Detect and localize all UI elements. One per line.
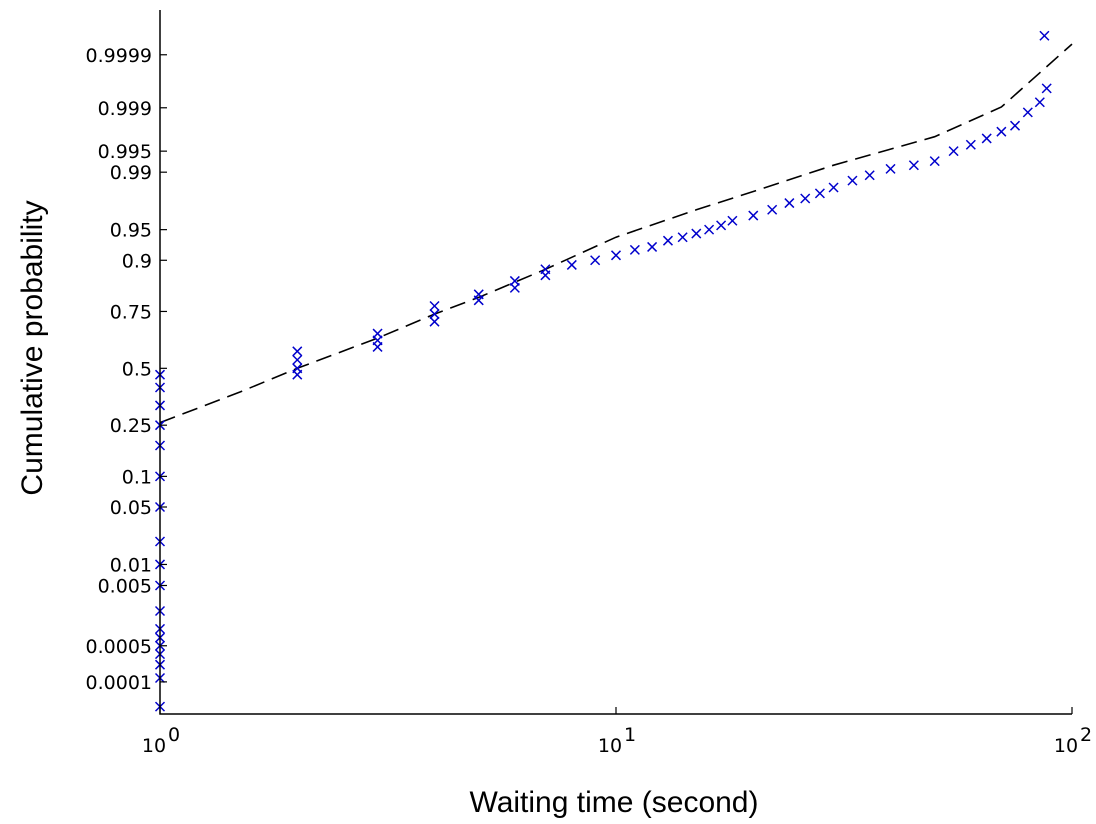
data-point	[566, 259, 577, 270]
data-point	[372, 328, 383, 339]
data-point	[814, 188, 825, 199]
data-point	[929, 156, 940, 167]
data-point	[727, 215, 738, 226]
y-tick-label: 0.5	[122, 358, 152, 380]
data-point	[677, 232, 688, 243]
x-tick-exponent: 1	[624, 724, 636, 746]
data-point	[540, 264, 551, 275]
y-tick-label: 0.9	[122, 250, 152, 272]
data-point	[1009, 120, 1021, 131]
x-axis-title: Waiting time (second)	[470, 786, 759, 819]
y-tick-label: 0.1	[122, 466, 152, 488]
y-tick-label: 0.01	[110, 554, 152, 576]
data-point	[996, 126, 1007, 137]
fit-line-layer	[159, 43, 1073, 424]
data-point	[473, 289, 484, 300]
y-tick-label: 0.005	[98, 575, 152, 597]
y-axis-title: Cumulative probability	[16, 200, 49, 495]
x-axis-ticks: 10 0 10 1 10 2	[142, 707, 1092, 757]
y-tick-label: 0.25	[110, 415, 152, 437]
data-point	[828, 182, 839, 193]
data-point	[885, 163, 896, 174]
data-point	[1034, 97, 1045, 108]
x-tick-exponent: 2	[1080, 724, 1092, 746]
data-point	[429, 300, 440, 312]
data-point	[429, 316, 440, 327]
data-point	[509, 275, 520, 286]
data-point	[691, 228, 702, 239]
data-point	[1041, 83, 1052, 94]
data-point	[908, 160, 919, 171]
x-tick-label: 10	[598, 735, 622, 757]
y-tick-label: 0.95	[110, 220, 152, 242]
data-point	[647, 241, 658, 252]
y-tick-label: 0.9999	[86, 45, 152, 67]
data-point	[748, 210, 759, 221]
data-markers-layer	[154, 30, 1052, 712]
data-point	[716, 220, 727, 231]
x-tick-exponent: 0	[168, 724, 180, 746]
data-point	[1022, 107, 1033, 118]
data-point	[948, 146, 959, 157]
data-point	[864, 170, 875, 181]
data-point	[965, 139, 976, 150]
fit-line	[159, 43, 1073, 424]
data-point	[590, 255, 601, 266]
data-point	[767, 204, 778, 215]
y-tick-label: 0.0005	[86, 636, 152, 658]
data-point	[784, 198, 795, 209]
data-point	[292, 363, 303, 374]
data-point	[629, 244, 640, 255]
data-point	[429, 309, 440, 320]
data-point	[662, 235, 673, 246]
y-tick-label: 0.995	[98, 141, 152, 163]
data-point	[292, 346, 303, 357]
y-tick-label: 0.75	[110, 301, 152, 323]
data-point	[800, 193, 811, 204]
data-point	[981, 133, 992, 144]
y-tick-label: 0.0001	[86, 672, 152, 694]
data-point	[610, 250, 622, 261]
x-tick-label: 10	[142, 735, 166, 757]
axes-frame	[159, 10, 1072, 715]
data-point	[1039, 30, 1050, 41]
y-tick-label: 0.999	[98, 98, 152, 120]
data-point	[704, 224, 715, 235]
x-tick-label: 10	[1054, 735, 1078, 757]
data-point	[847, 175, 858, 186]
data-point	[292, 354, 303, 365]
y-tick-label: 0.99	[110, 162, 152, 184]
y-tick-label: 0.05	[110, 497, 152, 519]
